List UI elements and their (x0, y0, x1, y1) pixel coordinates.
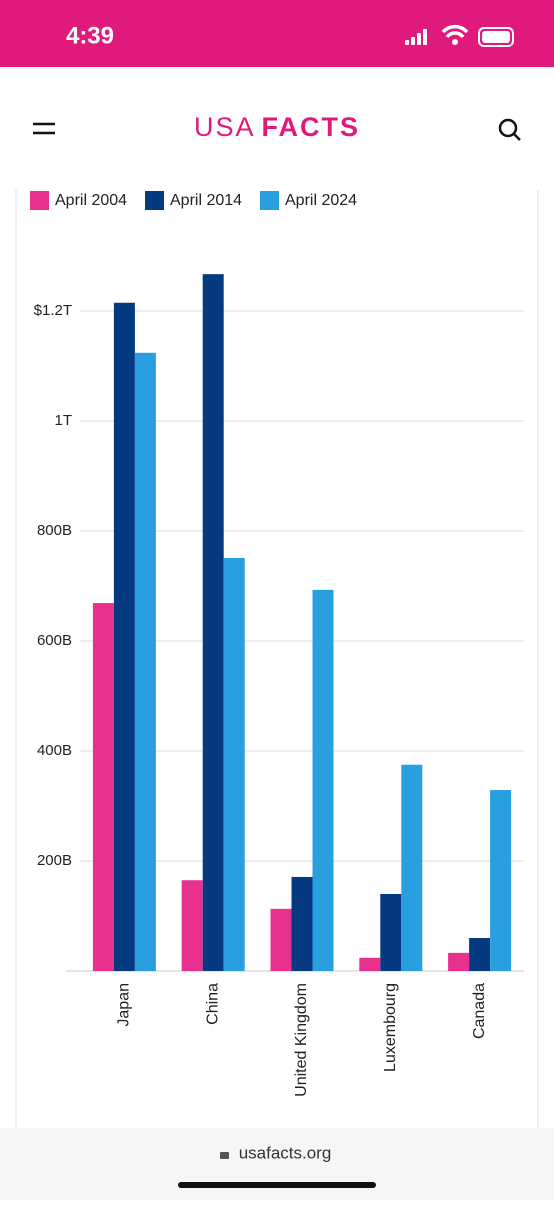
y-tick-label: 200B (37, 852, 72, 869)
bar (181, 880, 203, 971)
bar (448, 952, 470, 971)
y-tick-label: 600B (37, 632, 72, 649)
bar (92, 603, 114, 971)
legend-label: April 2024 (285, 192, 357, 209)
y-tick-label: 400B (37, 742, 72, 759)
bar (469, 938, 491, 971)
url[interactable]: usafacts.org (239, 1143, 332, 1162)
x-tick-label: Canada (471, 983, 488, 1039)
bar (359, 957, 381, 971)
bar (134, 352, 156, 971)
y-tick-label: 1T (54, 412, 72, 429)
x-tick-label: United Kingdom (293, 983, 310, 1097)
legend-label: April 2004 (55, 192, 127, 209)
chart: April 2004 April 2014 April 2024 200B 400B 60… (30, 191, 524, 1097)
signal-icon (405, 29, 427, 45)
wifi-icon (441, 24, 469, 39)
battery-level (482, 31, 510, 43)
bar (490, 790, 512, 971)
legend-swatch (30, 191, 49, 210)
browser-bar (0, 1128, 554, 1200)
bar (380, 894, 402, 971)
logo[interactable]: USA FACTS (194, 112, 360, 142)
x-tick-label: Luxembourg (382, 983, 399, 1072)
bar (291, 876, 313, 971)
home-indicator (178, 1182, 376, 1188)
wifi-dot (452, 39, 458, 45)
lock-icon (220, 1152, 229, 1159)
battery-icon (478, 27, 514, 47)
bar (113, 302, 135, 971)
logo-bold[interactable]: FACTS (262, 112, 361, 142)
bar (270, 908, 292, 971)
status-time: 4:39 (66, 22, 114, 49)
legend-swatch (260, 191, 279, 210)
y-tick-label: 800B (37, 522, 72, 539)
bar (223, 557, 245, 971)
logo-light[interactable]: USA (194, 112, 256, 142)
y-tick-label: $1.2T (34, 302, 72, 319)
bar (312, 589, 334, 971)
legend-label: April 2014 (170, 192, 242, 209)
legend-swatch (145, 191, 164, 210)
bar (202, 274, 224, 971)
x-tick-label: China (204, 983, 221, 1025)
bar (401, 764, 423, 971)
menu-button[interactable] (33, 122, 55, 135)
x-tick-label: Japan (116, 983, 133, 1027)
search-button[interactable] (498, 118, 521, 141)
